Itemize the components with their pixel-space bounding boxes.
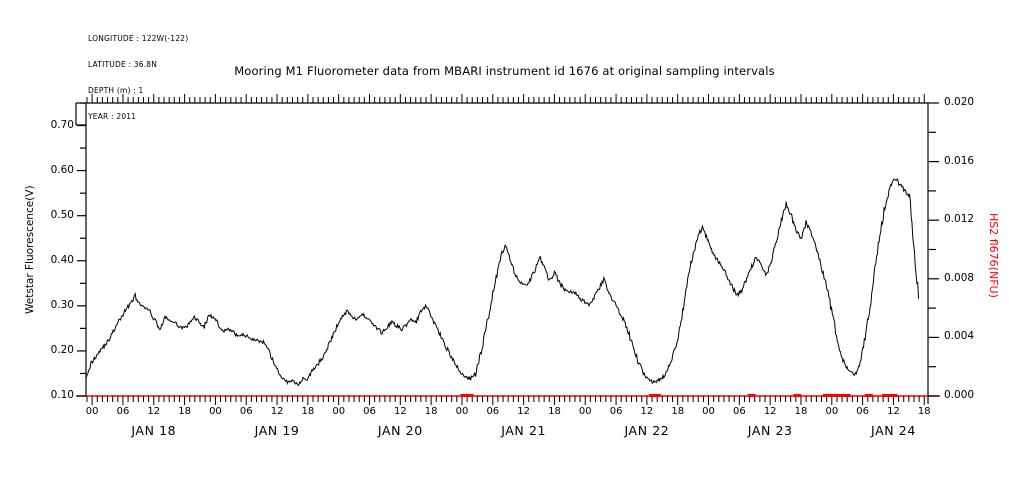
- metadata-block: LONGITUDE : 122W(-122) LATITUDE : 36.8N …: [88, 18, 188, 130]
- y-axis-right-tick-label: 0.008: [944, 271, 975, 284]
- x-axis-hour-label: 00: [332, 406, 346, 417]
- bottom-axis-sample-marker: [460, 394, 469, 397]
- y-axis-right-tick-label: 0.020: [944, 96, 975, 108]
- y-axis-left-tick-label: 0.60: [50, 163, 74, 176]
- x-axis-day-label: JAN 20: [377, 423, 423, 438]
- x-axis-day-label: JAN 19: [254, 423, 300, 438]
- x-axis-hour-label: 06: [116, 406, 130, 417]
- x-axis-hour-label: 12: [763, 406, 777, 417]
- x-axis-hour-label: 00: [85, 406, 99, 417]
- bottom-axis-sample-marker: [835, 394, 844, 397]
- x-axis-day-label: JAN 22: [624, 423, 670, 438]
- y-axis-right-tick-label: 0.016: [944, 154, 975, 167]
- y-axis-left-tick-label: 0.20: [50, 343, 74, 356]
- y-axis-left-tick-label: 0.70: [50, 118, 74, 131]
- bottom-axis-sample-marker: [882, 394, 891, 397]
- x-axis-hour-label: 18: [671, 406, 685, 417]
- bottom-axis-sample-marker: [793, 394, 802, 397]
- y-axis-left-tick-label: 0.30: [50, 298, 74, 311]
- x-axis-hour-label: 06: [363, 406, 376, 417]
- x-axis-hour-label: 12: [393, 406, 407, 417]
- y-axis-left-tick-label: 0.50: [50, 208, 74, 221]
- x-axis-hour-label: 18: [178, 406, 191, 417]
- x-axis-hour-label: 06: [733, 406, 746, 417]
- x-axis-hour-label: 12: [517, 406, 530, 417]
- bottom-axis-sample-marker: [889, 394, 898, 397]
- y-axis-right-tick-label: 0.012: [944, 213, 975, 226]
- y-axis-left-tick-label: 0.10: [50, 389, 74, 401]
- metadata-year: YEAR : 2011: [88, 111, 137, 121]
- x-axis-hour-label: 12: [887, 406, 900, 417]
- x-axis-hour-label: 18: [424, 406, 438, 417]
- chart-title: Mooring M1 Fluorometer data from MBARI i…: [234, 64, 775, 78]
- bottom-axis-sample-marker: [830, 394, 839, 397]
- metadata-latitude: LATITUDE : 36.8N: [88, 59, 158, 69]
- x-axis-hour-label: 18: [917, 406, 931, 417]
- x-axis-hour-label: 00: [702, 406, 715, 417]
- x-axis-hour-label: 12: [640, 406, 654, 417]
- x-axis-hour-label: 06: [856, 406, 870, 417]
- x-axis-day-label: JAN 21: [501, 423, 547, 438]
- x-axis-hour-label: 00: [209, 406, 222, 417]
- bottom-axis-sample-marker: [842, 394, 851, 397]
- x-axis-hour-label: 12: [147, 406, 161, 417]
- y-axis-left-tick-label: 0.40: [50, 253, 74, 266]
- metadata-longitude: LONGITUDE : 122W(-122): [88, 34, 189, 44]
- x-axis-hour-label: 18: [794, 406, 808, 417]
- x-axis-hour-label: 06: [609, 406, 623, 417]
- bottom-axis-sample-marker: [747, 394, 756, 397]
- x-axis-hour-label: 06: [486, 406, 500, 417]
- y-axis-right-tick-label: 0.004: [944, 330, 975, 343]
- x-axis-hour-label: 06: [239, 406, 253, 417]
- y-axis-right-tick-label: 0.000: [944, 389, 975, 401]
- x-axis-day-label: JAN 18: [131, 423, 177, 438]
- x-axis-hour-label: 18: [548, 406, 561, 417]
- bottom-axis-sample-marker: [465, 394, 474, 397]
- metadata-depth: DEPTH (m) : 1: [88, 85, 144, 95]
- x-axis-hour-label: 18: [301, 406, 315, 417]
- x-axis-hour-label: 00: [578, 406, 592, 417]
- x-axis-hour-label: 00: [455, 406, 469, 417]
- x-axis-day-label: JAN 24: [871, 423, 916, 438]
- fluorescence-data-line: [86, 177, 920, 387]
- y-axis-right-title: HS2 fl676(NFU): [987, 212, 1000, 298]
- bottom-axis-sample-marker: [652, 394, 661, 397]
- bottom-axis-sample-marker: [822, 394, 831, 397]
- bottom-axis-sample-marker: [864, 394, 873, 397]
- x-axis-hour-label: 00: [825, 406, 839, 417]
- x-axis-hour-label: 12: [270, 406, 284, 417]
- x-axis-day-label: JAN 23: [747, 423, 793, 438]
